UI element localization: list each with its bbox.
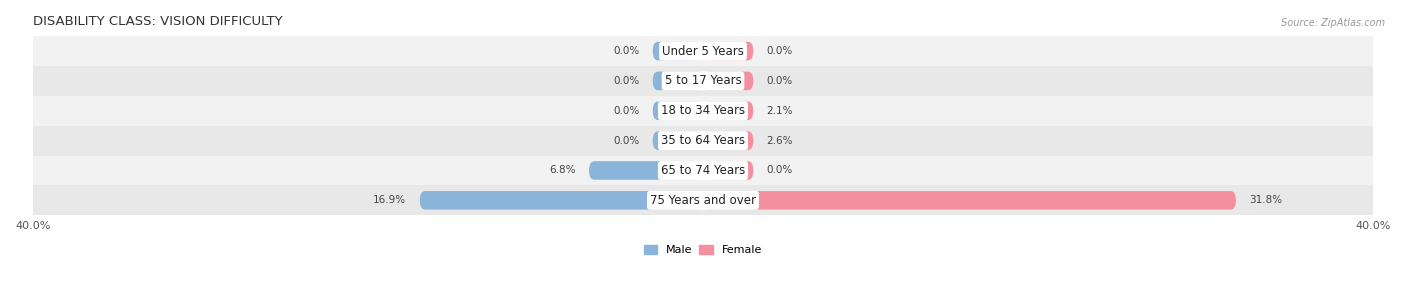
Text: 35 to 64 Years: 35 to 64 Years: [661, 134, 745, 147]
Bar: [32, 36, 1374, 66]
Text: 0.0%: 0.0%: [613, 76, 640, 86]
FancyBboxPatch shape: [703, 131, 754, 150]
FancyBboxPatch shape: [652, 42, 703, 60]
FancyBboxPatch shape: [703, 102, 754, 120]
FancyBboxPatch shape: [703, 72, 754, 90]
Bar: [32, 126, 1374, 155]
Text: 16.9%: 16.9%: [373, 195, 406, 205]
FancyBboxPatch shape: [703, 42, 754, 60]
FancyBboxPatch shape: [652, 102, 703, 120]
Bar: [32, 96, 1374, 126]
Text: DISABILITY CLASS: VISION DIFFICULTY: DISABILITY CLASS: VISION DIFFICULTY: [32, 15, 283, 28]
FancyBboxPatch shape: [703, 161, 754, 180]
Bar: [32, 185, 1374, 215]
Text: 65 to 74 Years: 65 to 74 Years: [661, 164, 745, 177]
Legend: Male, Female: Male, Female: [640, 241, 766, 260]
Text: 75 Years and over: 75 Years and over: [650, 194, 756, 207]
Text: 2.6%: 2.6%: [766, 136, 793, 146]
Bar: [32, 66, 1374, 96]
Text: Source: ZipAtlas.com: Source: ZipAtlas.com: [1281, 18, 1385, 28]
Text: 31.8%: 31.8%: [1250, 195, 1282, 205]
Text: 0.0%: 0.0%: [766, 166, 793, 175]
FancyBboxPatch shape: [703, 191, 1236, 210]
FancyBboxPatch shape: [420, 191, 703, 210]
Text: Under 5 Years: Under 5 Years: [662, 45, 744, 58]
Text: 0.0%: 0.0%: [613, 136, 640, 146]
Text: 0.0%: 0.0%: [613, 46, 640, 56]
Text: 5 to 17 Years: 5 to 17 Years: [665, 74, 741, 88]
FancyBboxPatch shape: [652, 72, 703, 90]
Text: 0.0%: 0.0%: [766, 76, 793, 86]
Text: 0.0%: 0.0%: [766, 46, 793, 56]
Bar: [32, 155, 1374, 185]
FancyBboxPatch shape: [652, 131, 703, 150]
Text: 6.8%: 6.8%: [550, 166, 575, 175]
Text: 18 to 34 Years: 18 to 34 Years: [661, 104, 745, 117]
FancyBboxPatch shape: [589, 161, 703, 180]
Text: 2.1%: 2.1%: [766, 106, 793, 116]
Text: 0.0%: 0.0%: [613, 106, 640, 116]
